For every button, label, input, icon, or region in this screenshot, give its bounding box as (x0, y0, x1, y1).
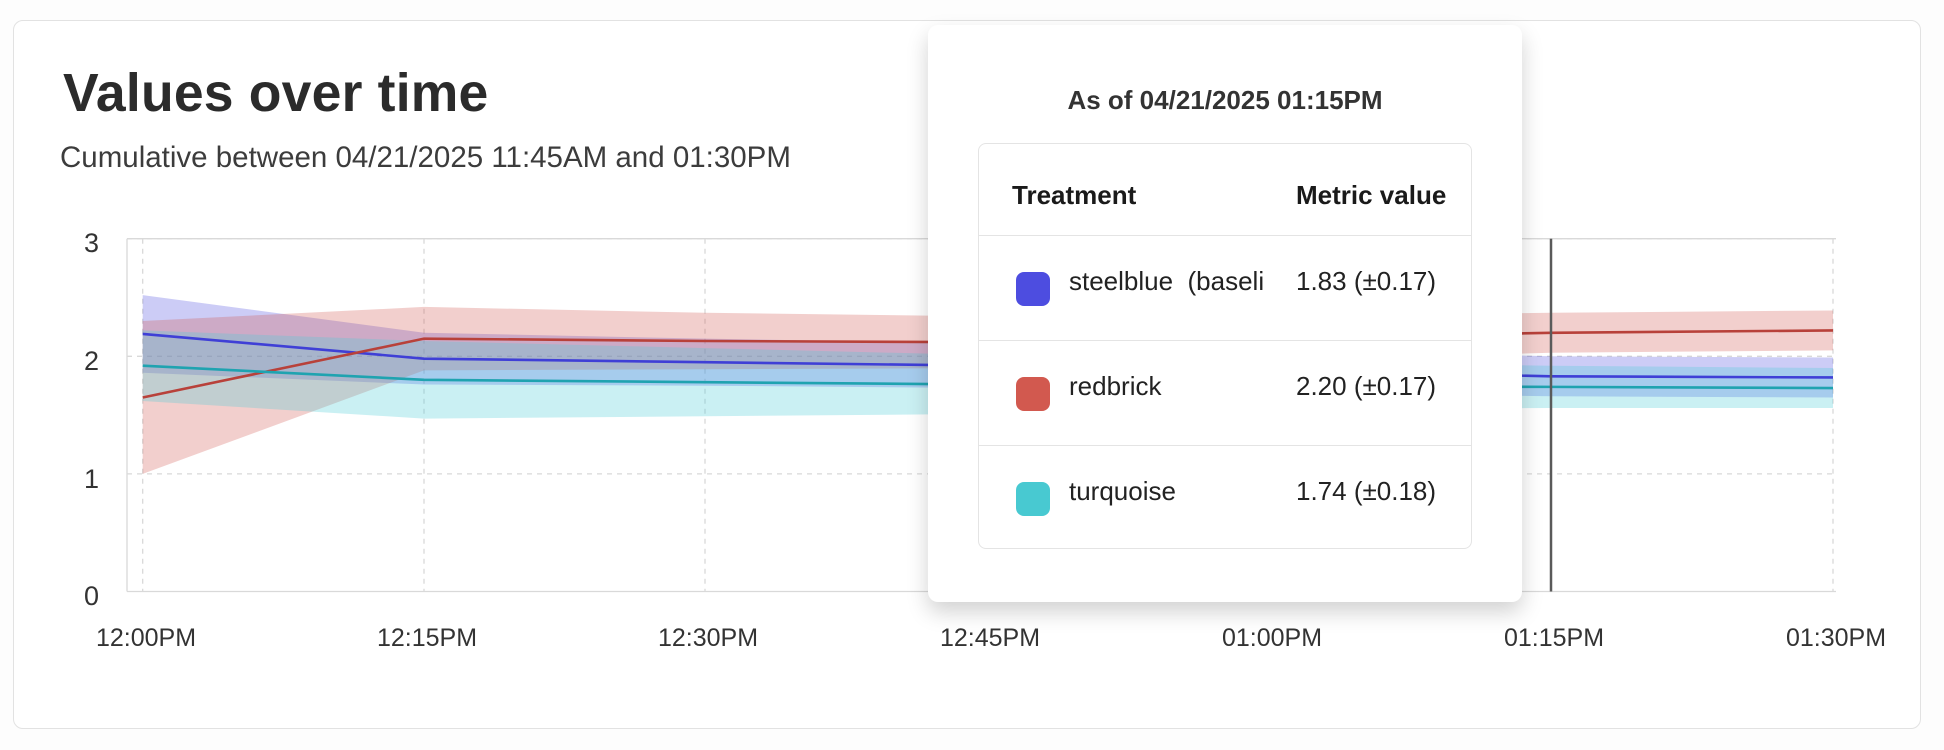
svg-text:1: 1 (84, 464, 99, 494)
svg-text:01:30PM: 01:30PM (1786, 624, 1886, 652)
svg-text:12:15PM: 12:15PM (377, 624, 477, 652)
svg-text:12:45PM: 12:45PM (940, 624, 1040, 652)
svg-text:2: 2 (84, 346, 99, 376)
svg-text:3: 3 (84, 228, 99, 258)
svg-text:0: 0 (84, 581, 99, 611)
svg-text:01:00PM: 01:00PM (1222, 624, 1322, 652)
svg-text:12:00PM: 12:00PM (96, 624, 196, 652)
svg-text:01:15PM: 01:15PM (1504, 624, 1604, 652)
svg-text:12:30PM: 12:30PM (658, 624, 758, 652)
